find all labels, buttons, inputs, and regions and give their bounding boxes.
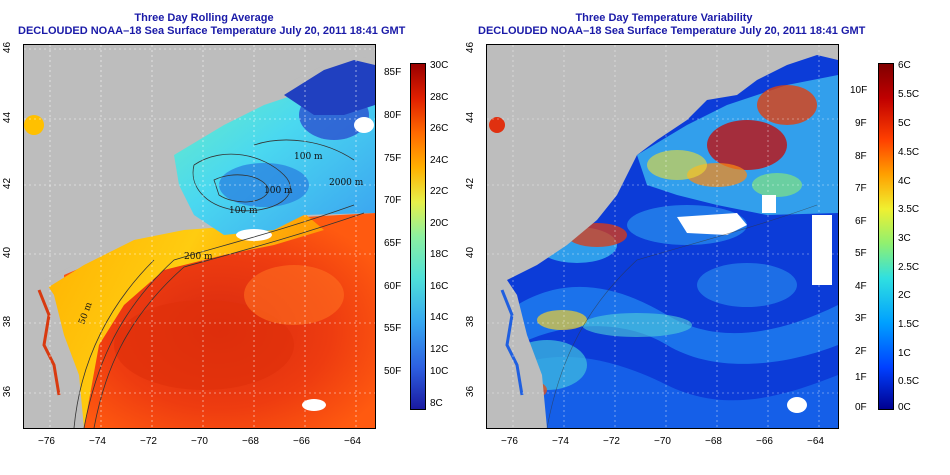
x-tick: −68 xyxy=(705,436,722,447)
cbar-label-f: 10F xyxy=(850,85,868,96)
contour-label: 100 m xyxy=(294,152,323,162)
y-tick: 44 xyxy=(2,111,14,124)
cbar-label-c: 20C xyxy=(430,218,449,229)
cbar-label-f: 0F xyxy=(855,402,867,413)
x-tick: −74 xyxy=(552,436,569,447)
cbar-label-c: 14C xyxy=(430,312,449,323)
cbar-label-f: 8F xyxy=(855,151,867,162)
cbar-label-c: 18C xyxy=(430,249,449,260)
left-sst-map: 100 m 100 m 2000 m 200 m 50 m 100 m xyxy=(24,45,375,428)
cbar-label-f: 2F xyxy=(855,346,867,357)
cbar-label-f: 5F xyxy=(855,248,867,259)
contour-label: 200 m xyxy=(184,252,213,262)
cbar-label-c: 22C xyxy=(430,186,449,197)
x-tick: −76 xyxy=(501,436,518,447)
x-tick: −72 xyxy=(140,436,157,447)
y-tick: 36 xyxy=(465,385,477,398)
y-tick: 38 xyxy=(465,315,477,328)
cbar-label-f: 85F xyxy=(384,67,402,78)
cbar-label-c: 12C xyxy=(430,344,449,355)
cbar-label-c: 0C xyxy=(898,402,911,413)
cbar-label-f: 60F xyxy=(384,281,402,292)
y-tick: 44 xyxy=(465,111,477,124)
cbar-label-c: 8C xyxy=(430,398,443,409)
y-tick: 40 xyxy=(465,246,477,259)
x-tick: −64 xyxy=(344,436,361,447)
cbar-label-f: 9F xyxy=(855,118,867,129)
cbar-label-f: 80F xyxy=(384,110,402,121)
cbar-label-f: 7F xyxy=(855,183,867,194)
cbar-label-c: 28C xyxy=(430,92,449,103)
right-map-title: Three Day Temperature Variability xyxy=(575,12,753,24)
cbar-label-c: 10C xyxy=(430,366,449,377)
cbar-label-c: 5C xyxy=(898,118,911,129)
x-tick: −72 xyxy=(603,436,620,447)
left-colorbar xyxy=(410,63,426,410)
x-tick: −70 xyxy=(654,436,671,447)
cbar-label-c: 30C xyxy=(430,60,449,71)
y-tick: 42 xyxy=(465,177,477,190)
y-tick: 40 xyxy=(2,246,14,259)
cbar-label-f: 6F xyxy=(855,216,867,227)
left-map-subtitle: DECLOUDED NOAA–18 Sea Surface Temperatur… xyxy=(18,25,406,37)
right-variability-map xyxy=(487,45,838,428)
y-tick: 46 xyxy=(2,41,14,54)
cbar-label-c: 0.5C xyxy=(898,376,920,387)
cbar-label-f: 55F xyxy=(384,323,402,334)
cbar-label-f: 3F xyxy=(855,313,867,324)
y-tick: 42 xyxy=(2,177,14,190)
cbar-label-f: 75F xyxy=(384,153,402,164)
y-tick: 38 xyxy=(2,315,14,328)
right-map-subtitle: DECLOUDED NOAA–18 Sea Surface Temperatur… xyxy=(478,25,866,37)
x-tick: −66 xyxy=(756,436,773,447)
cbar-label-f: 4F xyxy=(855,281,867,292)
cbar-label-c: 1.5C xyxy=(898,319,920,330)
x-tick: −66 xyxy=(293,436,310,447)
x-tick: −64 xyxy=(807,436,824,447)
cbar-label-c: 2C xyxy=(898,290,911,301)
cbar-label-c: 16C xyxy=(430,281,449,292)
contour-label: 100 m xyxy=(229,206,258,216)
y-tick: 36 xyxy=(2,385,14,398)
y-tick: 46 xyxy=(465,41,477,54)
cbar-label-c: 6C xyxy=(898,60,911,71)
right-map-panel xyxy=(486,44,839,429)
cbar-label-c: 4C xyxy=(898,176,911,187)
right-colorbar xyxy=(878,63,894,410)
x-tick: −76 xyxy=(38,436,55,447)
cbar-label-c: 3C xyxy=(898,233,911,244)
x-tick: −74 xyxy=(89,436,106,447)
cbar-label-c: 26C xyxy=(430,123,449,134)
x-tick: −68 xyxy=(242,436,259,447)
contour-label: 2000 m xyxy=(329,178,364,188)
cbar-label-f: 50F xyxy=(384,366,402,377)
cbar-label-c: 5.5C xyxy=(898,89,920,100)
left-map-panel: 100 m 100 m 2000 m 200 m 50 m 100 m xyxy=(23,44,376,429)
cbar-label-f: 65F xyxy=(384,238,402,249)
contour-label: 100 m xyxy=(264,186,293,196)
cbar-label-c: 1C xyxy=(898,348,911,359)
x-tick: −70 xyxy=(191,436,208,447)
cbar-label-c: 3.5C xyxy=(898,204,920,215)
cbar-label-c: 4.5C xyxy=(898,147,920,158)
cbar-label-c: 2.5C xyxy=(898,262,920,273)
left-map-title: Three Day Rolling Average xyxy=(134,12,274,24)
cbar-label-f: 70F xyxy=(384,195,402,206)
cbar-label-f: 1F xyxy=(855,372,867,383)
cbar-label-c: 24C xyxy=(430,155,449,166)
